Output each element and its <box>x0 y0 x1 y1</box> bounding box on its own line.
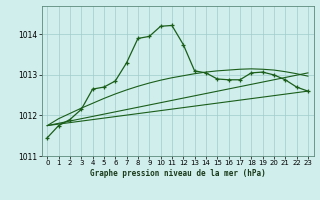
X-axis label: Graphe pression niveau de la mer (hPa): Graphe pression niveau de la mer (hPa) <box>90 169 266 178</box>
